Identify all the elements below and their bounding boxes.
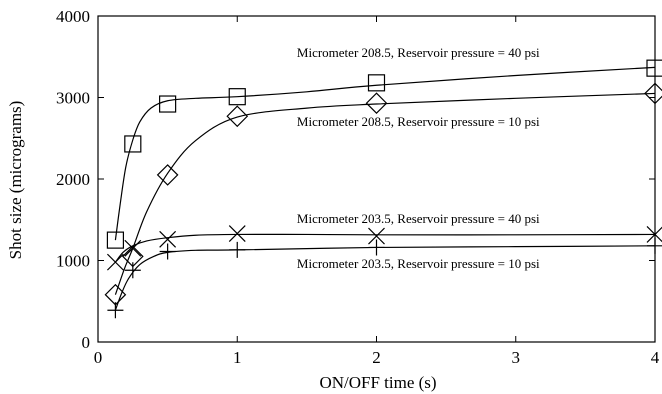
x-marker [368, 227, 385, 245]
y-tick-label: 4000 [56, 7, 90, 26]
fit-curves [114, 66, 656, 311]
y-tick-label: 0 [82, 333, 91, 352]
plus-marker [159, 243, 176, 260]
y-tick-label: 2000 [56, 170, 90, 189]
x-tick-label: 3 [512, 348, 521, 367]
fit-curve [114, 245, 656, 311]
diamond-marker [156, 164, 179, 186]
plus-marker [368, 239, 385, 256]
x-marker [106, 253, 124, 271]
plot-frame [97, 15, 656, 343]
diamond-marker [365, 92, 388, 115]
x-tick-label: 0 [94, 348, 103, 367]
square-marker [646, 59, 662, 77]
series-annotation: Micrometer 203.5, Reservoir pressure = 4… [297, 211, 540, 226]
series-annotation: Micrometer 208.5, Reservoir pressure = 1… [297, 114, 540, 129]
plus-marker [107, 302, 124, 319]
y-tick-label: 3000 [56, 89, 90, 108]
x-marker [228, 225, 246, 243]
plus-marker [647, 237, 662, 254]
annotations: Micrometer 208.5, Reservoir pressure = 4… [297, 45, 540, 271]
ticks: 0 1 2 3 4 0 1000 2000 3000 4000 [56, 7, 660, 367]
x-tick-label: 1 [233, 348, 242, 367]
fit-curve [114, 66, 656, 241]
square-marker [106, 231, 125, 249]
square-marker [159, 95, 177, 113]
y-axis-label: Shot size (micrograms) [6, 101, 25, 260]
series-annotation: Micrometer 208.5, Reservoir pressure = 4… [297, 45, 540, 60]
x-marker [124, 239, 142, 257]
fit-curve [114, 233, 656, 263]
x-marker [646, 225, 662, 243]
x-tick-label: 4 [651, 348, 660, 367]
square-marker [228, 88, 246, 106]
x-axis-label: ON/OFF time (s) [319, 373, 436, 392]
y-tick-label: 1000 [56, 252, 90, 271]
square-marker [124, 135, 142, 153]
x-tick-label: 2 [372, 348, 381, 367]
fit-curve [114, 92, 656, 295]
data-markers [104, 59, 662, 319]
x-marker [159, 230, 177, 248]
plus-marker [124, 262, 141, 279]
series-annotation: Micrometer 203.5, Reservoir pressure = 1… [297, 256, 540, 271]
diamond-marker [226, 105, 249, 128]
square-marker [367, 74, 386, 92]
plus-marker [229, 241, 246, 258]
